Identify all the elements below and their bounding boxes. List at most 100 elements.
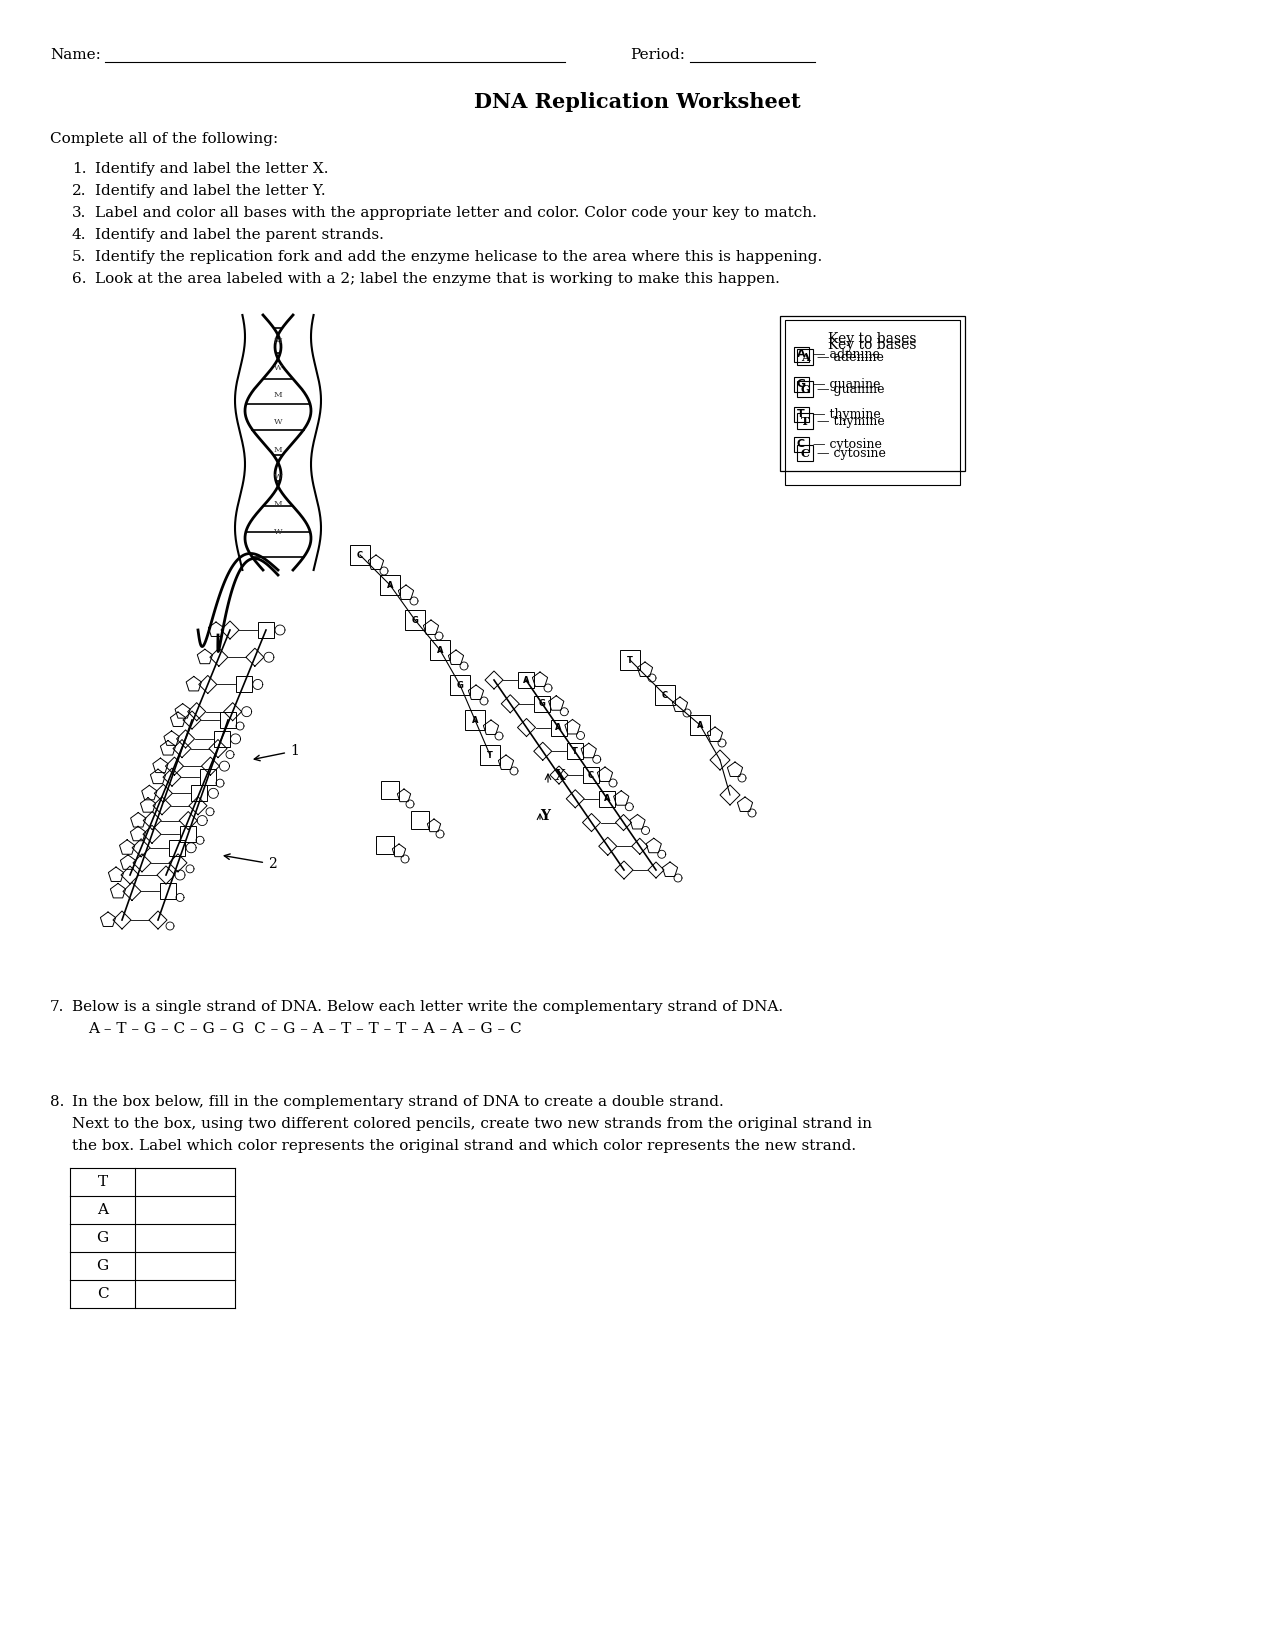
Text: 6.: 6. bbox=[71, 272, 87, 286]
Text: T: T bbox=[487, 751, 493, 759]
Bar bbox=[376, 835, 394, 854]
Bar bbox=[381, 781, 399, 799]
Bar bbox=[518, 672, 534, 688]
Text: T: T bbox=[97, 1176, 107, 1189]
Text: — adenine: — adenine bbox=[817, 350, 884, 363]
Text: A: A bbox=[97, 1204, 108, 1217]
Bar bbox=[797, 446, 813, 461]
Bar bbox=[351, 545, 370, 565]
Text: Identify and label the letter X.: Identify and label the letter X. bbox=[96, 162, 329, 177]
Text: DNA Replication Worksheet: DNA Replication Worksheet bbox=[474, 92, 801, 112]
Text: G: G bbox=[801, 383, 810, 395]
Text: C: C bbox=[588, 771, 594, 779]
Text: Identify and label the parent strands.: Identify and label the parent strands. bbox=[96, 228, 384, 243]
Text: Look at the area labeled with a 2; label the enzyme that is working to make this: Look at the area labeled with a 2; label… bbox=[96, 272, 780, 286]
Text: A: A bbox=[801, 352, 810, 363]
Text: Below is a single strand of DNA. Below each letter write the complementary stran: Below is a single strand of DNA. Below e… bbox=[71, 1001, 783, 1014]
Text: Key to bases: Key to bases bbox=[829, 332, 917, 347]
Text: M: M bbox=[274, 446, 282, 454]
Text: T: T bbox=[571, 746, 578, 756]
Text: C: C bbox=[357, 550, 363, 560]
Bar bbox=[780, 315, 965, 471]
Bar bbox=[567, 743, 583, 759]
Bar bbox=[191, 786, 208, 801]
Text: — thymine: — thymine bbox=[813, 408, 881, 421]
Text: A: A bbox=[797, 348, 806, 358]
Bar bbox=[797, 381, 813, 396]
Text: 8.: 8. bbox=[50, 1095, 64, 1109]
Text: 3.: 3. bbox=[71, 206, 87, 220]
Text: C: C bbox=[97, 1288, 108, 1301]
Text: — cytosine: — cytosine bbox=[817, 446, 886, 459]
Text: C: C bbox=[797, 439, 805, 449]
Text: In the box below, fill in the complementary strand of DNA to create a double str: In the box below, fill in the complement… bbox=[71, 1095, 724, 1109]
Bar bbox=[465, 710, 484, 730]
Bar bbox=[690, 715, 710, 735]
Text: C: C bbox=[662, 690, 668, 700]
Bar bbox=[655, 685, 674, 705]
Text: 5.: 5. bbox=[71, 249, 87, 264]
Text: Name:: Name: bbox=[50, 48, 101, 63]
Bar bbox=[794, 347, 810, 362]
Text: T: T bbox=[627, 655, 632, 664]
Text: — cytosine: — cytosine bbox=[813, 438, 882, 451]
Text: W: W bbox=[274, 363, 282, 371]
Text: Next to the box, using two different colored pencils, create two new strands fro: Next to the box, using two different col… bbox=[71, 1118, 872, 1131]
Text: W: W bbox=[274, 474, 282, 480]
Bar bbox=[258, 622, 274, 637]
Text: Identify and label the letter Y.: Identify and label the letter Y. bbox=[96, 183, 325, 198]
Text: M: M bbox=[274, 500, 282, 509]
Text: — adenine: — adenine bbox=[813, 347, 880, 360]
Text: Y: Y bbox=[541, 809, 550, 822]
Text: C: C bbox=[801, 447, 810, 459]
Text: A: A bbox=[437, 646, 444, 654]
Text: G: G bbox=[97, 1260, 108, 1273]
Bar bbox=[794, 438, 810, 452]
Bar bbox=[170, 840, 185, 855]
Bar bbox=[620, 650, 640, 670]
Text: T: T bbox=[801, 416, 810, 426]
Text: 2.: 2. bbox=[71, 183, 87, 198]
Bar bbox=[380, 575, 400, 594]
Text: G: G bbox=[412, 616, 418, 624]
Bar bbox=[797, 348, 813, 365]
Text: — guanine: — guanine bbox=[817, 383, 885, 396]
Text: A: A bbox=[523, 675, 529, 685]
Text: A: A bbox=[472, 715, 478, 725]
Bar bbox=[405, 609, 425, 631]
Bar bbox=[200, 769, 215, 786]
Text: G: G bbox=[456, 680, 463, 690]
Text: — thymine: — thymine bbox=[817, 414, 885, 428]
Text: Period:: Period: bbox=[630, 48, 685, 63]
Text: A: A bbox=[604, 794, 611, 804]
Bar bbox=[785, 320, 960, 485]
Text: A: A bbox=[696, 720, 704, 730]
Text: Label and color all bases with the appropriate letter and color. Color code your: Label and color all bases with the appro… bbox=[96, 206, 817, 220]
Bar bbox=[411, 811, 428, 829]
Text: G: G bbox=[539, 700, 546, 708]
Text: A – T – G – C – G – G  C – G – A – T – T – T – A – A – G – C: A – T – G – C – G – G C – G – A – T – T … bbox=[88, 1022, 521, 1035]
Text: 7.: 7. bbox=[50, 1001, 64, 1014]
Text: 2: 2 bbox=[224, 854, 277, 872]
Bar bbox=[583, 768, 599, 783]
Text: — guanine: — guanine bbox=[813, 378, 881, 391]
Bar bbox=[180, 826, 196, 842]
Text: W: W bbox=[274, 528, 282, 537]
Text: 1.: 1. bbox=[71, 162, 87, 177]
Text: A: A bbox=[386, 581, 393, 589]
Text: Identify the replication fork and add the enzyme helicase to the area where this: Identify the replication fork and add th… bbox=[96, 249, 822, 264]
Bar bbox=[221, 712, 236, 728]
Text: W: W bbox=[274, 418, 282, 426]
Bar bbox=[794, 376, 810, 391]
Text: 1: 1 bbox=[254, 745, 298, 761]
Text: Key to bases: Key to bases bbox=[829, 338, 917, 352]
Bar bbox=[551, 720, 566, 735]
Text: Complete all of the following:: Complete all of the following: bbox=[50, 132, 278, 145]
Bar bbox=[450, 675, 470, 695]
Text: T: T bbox=[797, 409, 805, 419]
Bar bbox=[534, 695, 551, 712]
Bar bbox=[430, 641, 450, 660]
Text: M: M bbox=[274, 391, 282, 400]
Text: 4.: 4. bbox=[71, 228, 87, 243]
Bar bbox=[479, 745, 500, 764]
